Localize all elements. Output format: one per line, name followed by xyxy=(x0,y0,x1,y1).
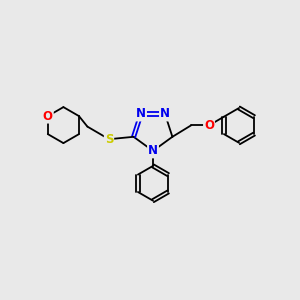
Text: N: N xyxy=(136,107,146,121)
Text: O: O xyxy=(43,110,53,123)
Text: N: N xyxy=(148,144,158,158)
Text: O: O xyxy=(204,119,214,132)
Text: N: N xyxy=(160,107,170,121)
Text: S: S xyxy=(105,133,113,146)
